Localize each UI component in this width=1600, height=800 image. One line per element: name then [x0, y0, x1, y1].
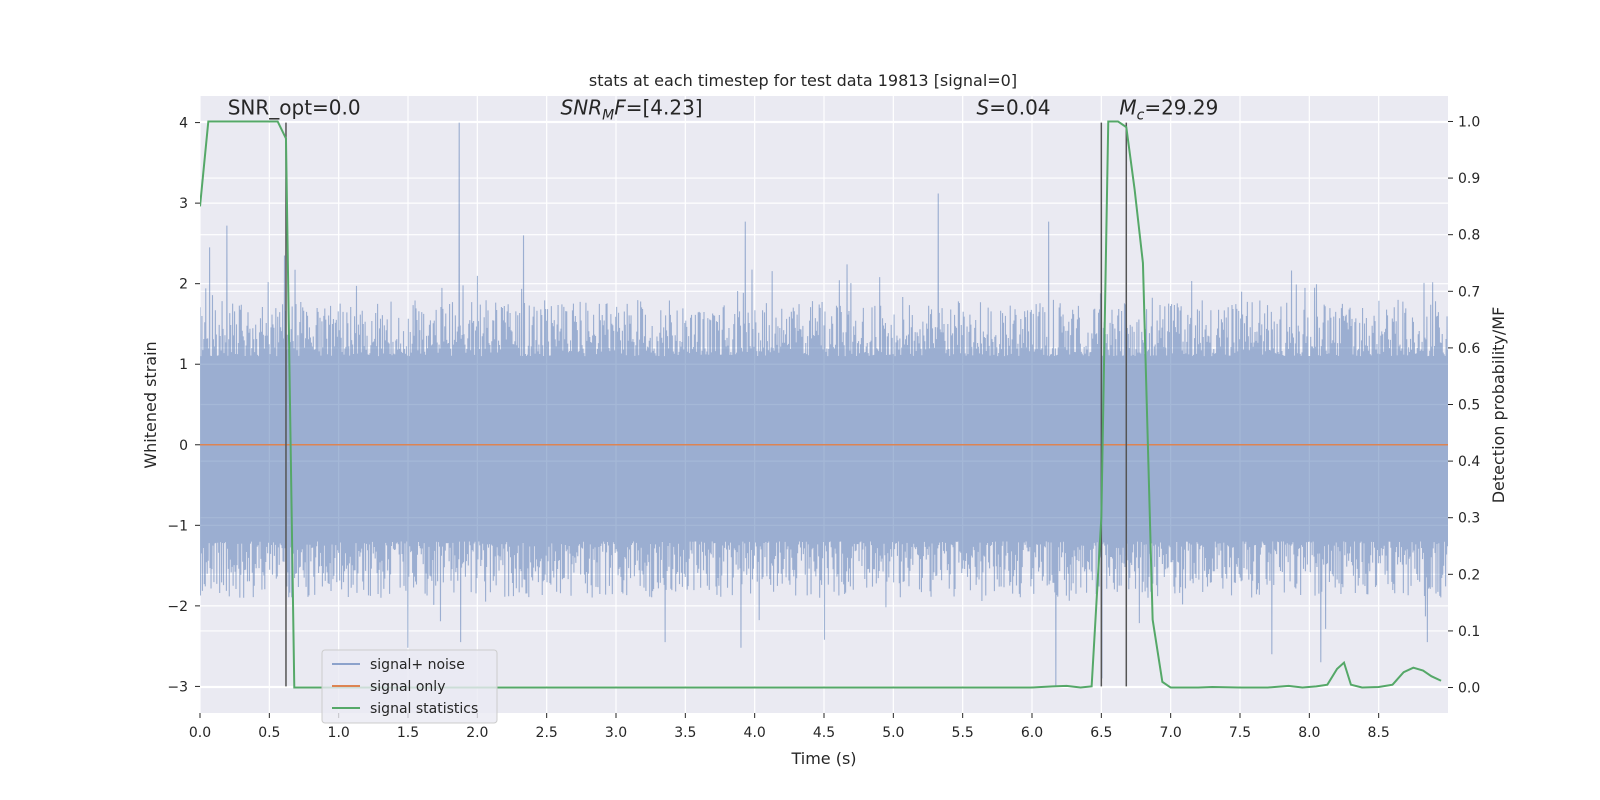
- annotation-text: Mc=29.29: [1119, 96, 1218, 124]
- legend-label: signal statistics: [370, 701, 478, 717]
- x-tick-label: 0.0: [189, 725, 211, 741]
- annotation-text: SNRMF=[4.23]: [561, 96, 703, 124]
- y-right-tick-label: 0.9: [1458, 171, 1480, 187]
- x-tick-label: 3.5: [674, 725, 696, 741]
- legend-label: signal+ noise: [370, 657, 465, 673]
- y-left-tick-label: −2: [167, 599, 188, 615]
- y-right-axis-ticks: 1.0 0.9 0.8 0.7 0.6 0.5 0.4 0.3 0.2 0.1 0.0: [1448, 114, 1480, 697]
- x-tick-label: 1.0: [328, 725, 350, 741]
- y-right-tick-label: 0.7: [1458, 284, 1480, 300]
- chart-title: stats at each timestep for test data 198…: [589, 71, 1017, 90]
- x-tick-label: 2.0: [466, 725, 488, 741]
- legend-label: signal only: [370, 679, 445, 695]
- legend-box: [321, 649, 498, 724]
- series-signal-statistics-line: [200, 120, 1442, 689]
- y-left-tick-label: 0: [179, 438, 188, 454]
- series-signal-noise-line: [200, 122, 1448, 687]
- x-tick-label: 7.0: [1160, 725, 1182, 741]
- vertical-markers: [285, 122, 1128, 687]
- x-tick-label: 6.5: [1090, 725, 1112, 741]
- y-right-tick-label: 0.3: [1458, 511, 1480, 527]
- x-axis-label: Time (s): [790, 749, 856, 768]
- x-tick-label: 8.5: [1368, 725, 1390, 741]
- x-tick-label: 5.5: [952, 725, 974, 741]
- x-tick-label: 8.0: [1298, 725, 1320, 741]
- y-left-tick-label: 1: [179, 357, 188, 373]
- y-right-tick-label: 0.8: [1458, 228, 1480, 244]
- y-left-tick-label: 3: [179, 196, 188, 212]
- x-tick-label: 4.0: [744, 725, 766, 741]
- x-tick-label: 5.0: [882, 725, 904, 741]
- y-right-tick-label: 0.4: [1458, 454, 1480, 470]
- y-left-tick-label: 2: [179, 277, 188, 293]
- x-tick-label: 3.0: [605, 725, 627, 741]
- annotations: SNR_opt=0.0 SNRMF=[4.23] S=0.04 Mc=29.29: [228, 96, 1219, 124]
- y-left-axis-label: Whitened strain: [141, 341, 160, 468]
- x-tick-label: 0.5: [258, 725, 280, 741]
- y-right-tick-label: 0.5: [1458, 398, 1480, 414]
- y-left-axis-ticks: 4 3 2 1 0 −1 −2 −3: [167, 116, 200, 695]
- legend: signal+ noise signal only signal statistic…: [321, 649, 498, 724]
- annotation-text: S=0.04: [977, 96, 1051, 120]
- annotation-text: SNR_opt=0.0: [228, 96, 361, 120]
- y-right-axis-label: Detection probability/MF: [1489, 307, 1508, 504]
- x-tick-label: 1.5: [397, 725, 419, 741]
- y-right-tick-label: 0.1: [1458, 624, 1480, 640]
- x-tick-label: 7.5: [1229, 725, 1251, 741]
- y-left-tick-label: −3: [167, 679, 188, 695]
- y-right-tick-label: 1.0: [1458, 114, 1480, 130]
- x-tick-label: 4.5: [813, 725, 835, 741]
- y-right-tick-label: 0.2: [1458, 567, 1480, 583]
- x-tick-label: 2.5: [536, 725, 558, 741]
- y-left-tick-label: −1: [167, 518, 188, 534]
- y-right-tick-label: 0.0: [1458, 681, 1480, 697]
- y-right-tick-label: 0.6: [1458, 341, 1480, 357]
- x-axis-ticks: 0.0 0.5 1.0 1.5 2.0 2.5 3.0 3.5 4.0 4.5 5.0 5.5 6.0 6…: [189, 713, 1390, 741]
- y-left-tick-label: 4: [179, 116, 188, 132]
- x-tick-label: 6.0: [1021, 725, 1043, 741]
